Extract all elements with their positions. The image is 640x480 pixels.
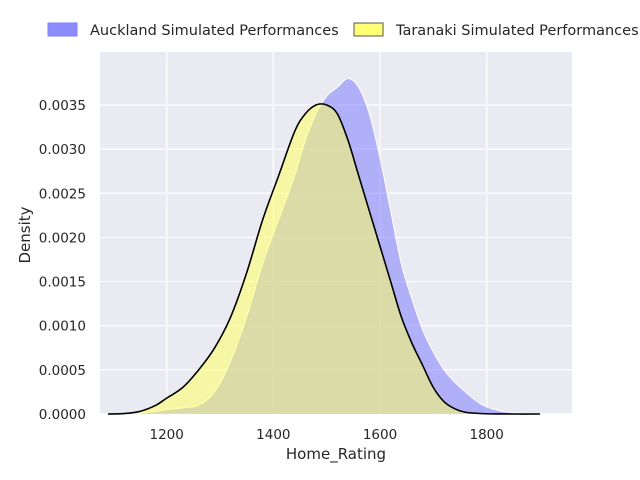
y-axis-label: Density xyxy=(16,206,34,263)
y-tick-label-1: 0.0005 xyxy=(39,363,86,379)
x-tick-label-1: 1400 xyxy=(256,427,290,443)
x-axis-label: Home_Rating xyxy=(286,445,386,464)
legend: Auckland Simulated Performances Taranaki … xyxy=(47,22,639,39)
series-layer xyxy=(107,77,562,415)
y-tick-label-2: 0.0010 xyxy=(39,319,86,335)
series-line-1 xyxy=(107,103,541,415)
series-area-1 xyxy=(108,103,540,415)
legend-label-1: Taranaki Simulated Performances xyxy=(395,23,639,39)
x-tick-label-3: 1800 xyxy=(469,427,503,443)
y-tick-label-4: 0.0020 xyxy=(39,230,86,246)
y-tick-label-3: 0.0015 xyxy=(39,275,86,291)
legend-swatch-0 xyxy=(47,22,78,37)
tick-labels: 1200 1400 1600 1800 0.0000 0.0005 0.0010 0.0015… xyxy=(39,98,504,443)
y-tick-label-0: 0.0000 xyxy=(39,407,86,423)
legend-label-0: Auckland Simulated Performances xyxy=(90,23,339,39)
x-tick-label-2: 1600 xyxy=(363,427,397,443)
y-tick-label-7: 0.0035 xyxy=(39,98,86,114)
y-tick-label-6: 0.0030 xyxy=(39,142,86,158)
y-tick-label-5: 0.0025 xyxy=(39,186,86,202)
x-tick-label-0: 1200 xyxy=(149,427,183,443)
legend-swatch-1 xyxy=(353,22,384,37)
